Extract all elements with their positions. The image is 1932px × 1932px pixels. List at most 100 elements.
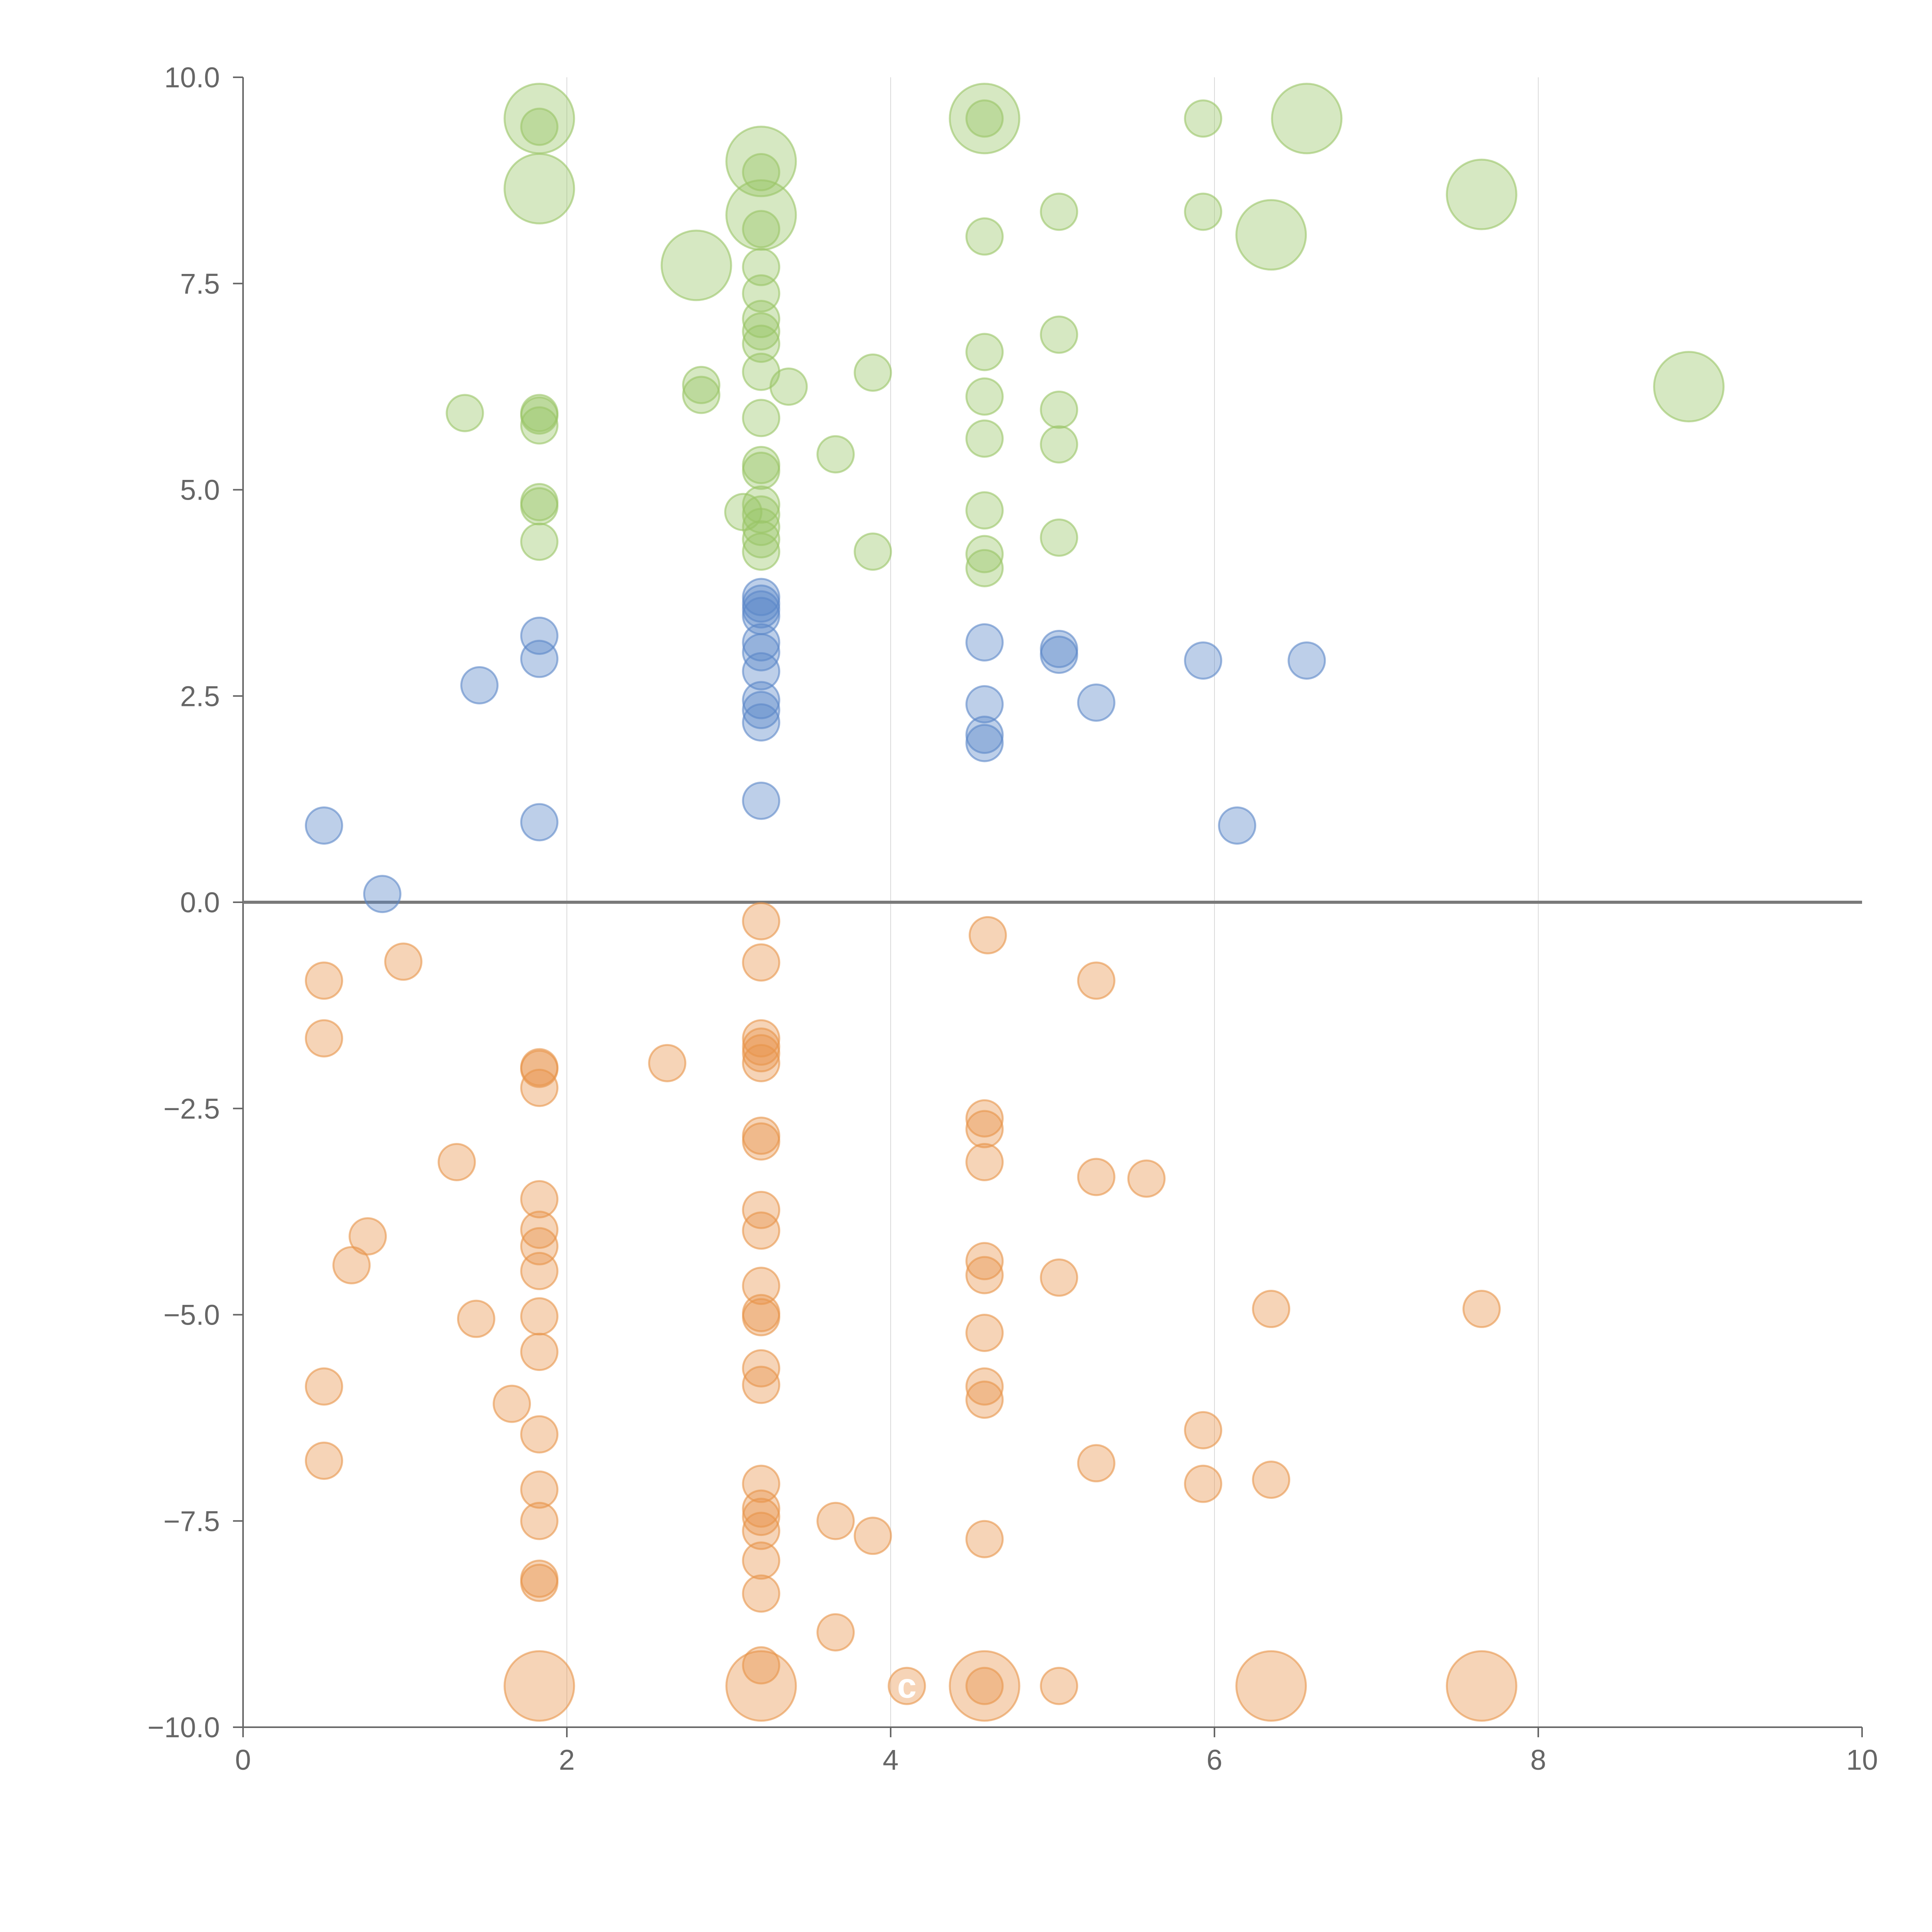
data-point-middle bbox=[965, 685, 1004, 724]
data-point-middle bbox=[1287, 641, 1326, 680]
data-point-middle bbox=[520, 639, 559, 678]
data-point-lower bbox=[1252, 1461, 1291, 1499]
y-tick-label: 2.5 bbox=[180, 680, 220, 712]
data-point-upper bbox=[742, 312, 781, 351]
data-point-middle bbox=[520, 616, 559, 655]
data-point-lower bbox=[305, 961, 343, 1000]
point-labels: c bbox=[897, 1667, 917, 1705]
y-tick-label: −7.5 bbox=[163, 1505, 220, 1537]
data-point-lower bbox=[742, 1498, 781, 1536]
y-tick-label: −5.0 bbox=[163, 1299, 220, 1331]
data-point-lower bbox=[493, 1384, 531, 1423]
data-point-upper bbox=[816, 435, 855, 474]
x-tick-label: 2 bbox=[559, 1744, 575, 1776]
data-point-upper bbox=[1040, 518, 1078, 557]
data-point-lower bbox=[1077, 961, 1116, 1000]
data-point-lower bbox=[520, 1211, 559, 1249]
data-point-lower bbox=[742, 1512, 781, 1550]
data-point-upper bbox=[965, 333, 1004, 371]
data-point-upper bbox=[1040, 425, 1078, 464]
data-point-lower bbox=[949, 1650, 1020, 1722]
data-point-middle bbox=[965, 724, 1004, 762]
data-point-lower bbox=[965, 1313, 1004, 1352]
data-point-upper bbox=[854, 353, 892, 392]
data-point-upper bbox=[742, 520, 781, 559]
data-point-lower bbox=[965, 1520, 1004, 1558]
data-point-upper bbox=[965, 419, 1004, 458]
x-tick-label: 8 bbox=[1530, 1744, 1546, 1776]
data-point-lower bbox=[968, 916, 1007, 954]
x-tick-label: 6 bbox=[1206, 1744, 1222, 1776]
data-point-lower bbox=[742, 1366, 781, 1404]
y-tick-label: −2.5 bbox=[163, 1093, 220, 1125]
data-point-middle bbox=[742, 623, 781, 662]
data-point-lower bbox=[742, 1211, 781, 1250]
data-point-lower bbox=[305, 1367, 343, 1406]
data-point-lower bbox=[349, 1217, 387, 1256]
data-point-lower bbox=[888, 1667, 926, 1705]
data-point-lower bbox=[742, 1044, 781, 1082]
data-point-lower bbox=[742, 1646, 781, 1685]
data-point-lower bbox=[1184, 1464, 1223, 1503]
data-point-lower bbox=[1077, 1444, 1116, 1483]
data-point-lower bbox=[305, 1441, 343, 1480]
data-point-upper bbox=[965, 217, 1004, 256]
data-point-lower bbox=[503, 1650, 575, 1722]
data-point-upper bbox=[742, 248, 781, 286]
data-point-lower bbox=[1040, 1667, 1078, 1705]
data-point-upper bbox=[1184, 192, 1223, 231]
data-point-lower bbox=[742, 1489, 781, 1528]
data-points bbox=[305, 83, 1725, 1722]
data-point-lower bbox=[520, 1068, 559, 1107]
data-point-lower bbox=[520, 1563, 559, 1602]
data-point-upper bbox=[742, 485, 781, 524]
data-point-middle bbox=[742, 781, 781, 820]
data-point-lower bbox=[520, 1297, 559, 1336]
data-point-middle bbox=[460, 666, 499, 704]
data-point-upper bbox=[742, 153, 781, 192]
x-tick-label: 0 bbox=[235, 1744, 251, 1776]
data-point-lower bbox=[854, 1517, 892, 1555]
y-tick-label: 10.0 bbox=[164, 61, 220, 94]
data-point-middle bbox=[1218, 806, 1257, 845]
data-point-middle bbox=[1040, 636, 1078, 674]
data-point-upper bbox=[854, 532, 892, 571]
data-point-lower bbox=[457, 1299, 495, 1338]
data-point-upper bbox=[1653, 351, 1725, 423]
data-point-lower bbox=[816, 1613, 855, 1651]
data-point-lower bbox=[965, 1110, 1004, 1148]
data-point-middle bbox=[742, 652, 781, 690]
data-point-lower bbox=[520, 1415, 559, 1454]
data-point-middle bbox=[742, 681, 781, 719]
data-point-lower bbox=[1446, 1650, 1517, 1722]
data-point-upper bbox=[742, 399, 781, 437]
data-point-upper bbox=[1184, 99, 1223, 138]
data-point-lower bbox=[965, 1256, 1004, 1294]
data-point-lower bbox=[1127, 1159, 1166, 1198]
data-point-middle bbox=[363, 875, 401, 913]
data-point-upper bbox=[1040, 315, 1078, 354]
data-point-lower bbox=[742, 1541, 781, 1580]
data-point-lower bbox=[742, 902, 781, 940]
data-point-lower bbox=[520, 1333, 559, 1371]
data-point-lower bbox=[965, 1380, 1004, 1419]
data-point-upper bbox=[682, 366, 721, 404]
data-point-lower bbox=[305, 1019, 343, 1058]
data-point-lower bbox=[742, 1034, 781, 1073]
data-point-upper bbox=[1235, 199, 1307, 271]
data-point-middle bbox=[965, 623, 1004, 662]
data-point-lower bbox=[965, 1367, 1004, 1406]
data-point-lower bbox=[742, 1298, 781, 1337]
data-point-lower bbox=[742, 1190, 781, 1229]
data-point-middle bbox=[742, 703, 781, 742]
data-point-upper bbox=[742, 325, 781, 363]
y-tick-label: 7.5 bbox=[180, 268, 220, 300]
data-point-upper bbox=[965, 377, 1004, 416]
data-point-upper bbox=[503, 153, 575, 224]
data-point-upper bbox=[520, 487, 559, 526]
data-point-upper bbox=[769, 367, 808, 406]
data-point-lower bbox=[384, 942, 423, 981]
data-point-lower bbox=[1184, 1411, 1223, 1449]
data-point-upper bbox=[1040, 192, 1078, 231]
data-point-upper bbox=[965, 549, 1004, 587]
